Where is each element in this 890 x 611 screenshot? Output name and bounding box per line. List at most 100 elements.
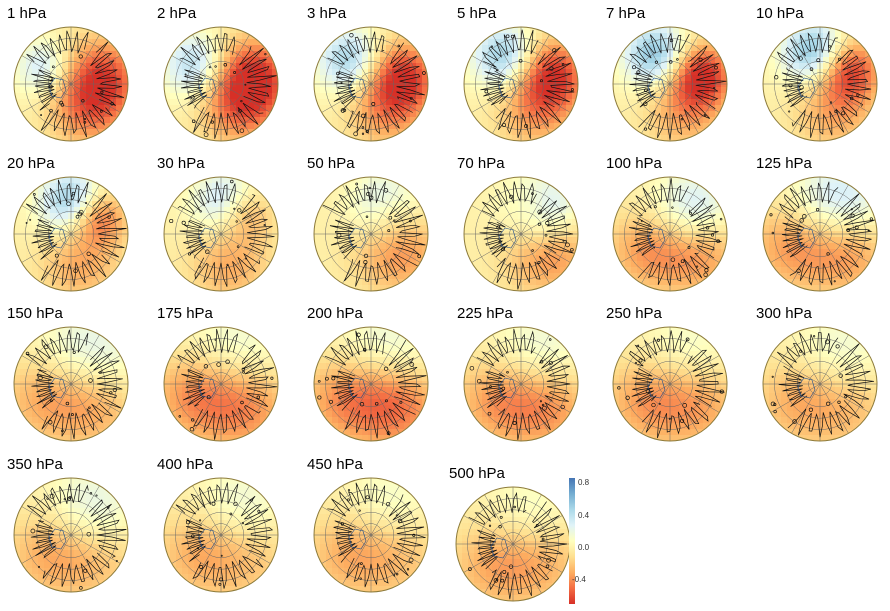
- map-panel: 30 hPa: [150, 150, 298, 300]
- map-boundary: [463, 26, 579, 142]
- polar-map: [463, 326, 579, 442]
- coastlines: [468, 491, 567, 600]
- polar-map: [313, 176, 429, 292]
- map-panel: 250 hPa: [599, 300, 747, 450]
- map-boundary: [13, 26, 129, 142]
- coastlines: [25, 179, 127, 287]
- graticule: [613, 327, 727, 441]
- map-boundary: [762, 326, 878, 442]
- colorbar: 0.8 0.4 0.0 -0.4: [569, 478, 599, 604]
- coastlines: [177, 328, 278, 440]
- map-boundary: [612, 326, 728, 442]
- graticule: [14, 177, 128, 291]
- map-boundary: [463, 326, 579, 442]
- graticule: [164, 327, 278, 441]
- graticule: [14, 478, 128, 592]
- panel-title: 450 hPa: [307, 456, 363, 473]
- panel-title: 200 hPa: [307, 305, 363, 322]
- map-boundary: [13, 326, 129, 442]
- polar-map: [762, 176, 878, 292]
- map-panel: 10 hPa: [749, 0, 890, 150]
- panel-title: 7 hPa: [606, 5, 646, 22]
- coastlines: [469, 328, 571, 440]
- map-boundary: [762, 26, 878, 142]
- coastlines: [26, 30, 125, 138]
- polar-map: [13, 326, 129, 442]
- map-boundary: [13, 477, 129, 593]
- coastlines: [169, 179, 275, 287]
- panel-title: 350 hPa: [7, 456, 63, 473]
- map-boundary: [163, 176, 279, 292]
- coastlines: [175, 482, 274, 589]
- panel-title: 1 hPa: [7, 5, 47, 22]
- polar-map: [612, 326, 728, 442]
- map-panel: 50 hPa: [300, 150, 448, 300]
- graticule: [763, 177, 877, 291]
- polar-map: [313, 477, 429, 593]
- graticule: [314, 177, 428, 291]
- map-panel: 70 hPa: [450, 150, 598, 300]
- map-panel: 3 hPa: [300, 0, 448, 150]
- map-boundary: [762, 176, 878, 292]
- polar-map: [13, 176, 129, 292]
- polar-map: [163, 176, 279, 292]
- graticule: [314, 478, 428, 592]
- panel-title: 400 hPa: [157, 456, 213, 473]
- coastlines: [327, 31, 426, 137]
- map-panel: 1 hPa: [0, 0, 148, 150]
- coastlines: [327, 482, 426, 588]
- coastlines: [769, 181, 875, 286]
- map-panel: 500 hPa: [442, 460, 590, 610]
- polar-map: [455, 486, 571, 602]
- graticule: [456, 487, 570, 601]
- polar-map: [612, 26, 728, 142]
- map-panel: 300 hPa: [749, 300, 890, 450]
- map-boundary: [313, 477, 429, 593]
- map-boundary: [163, 26, 279, 142]
- map-panel: 350 hPa: [0, 451, 148, 601]
- graticule: [14, 27, 128, 141]
- coastlines: [25, 329, 123, 440]
- panel-title: 225 hPa: [457, 305, 513, 322]
- coastlines: [480, 29, 575, 139]
- map-panel: 150 hPa: [0, 300, 148, 450]
- map-boundary: [463, 176, 579, 292]
- panel-title: 500 hPa: [449, 465, 505, 482]
- coastlines: [26, 482, 127, 590]
- panel-title: 150 hPa: [7, 305, 63, 322]
- coastlines: [317, 330, 427, 439]
- colorbar-tick: -0.4: [572, 575, 586, 584]
- map-panel: 2 hPa: [150, 0, 298, 150]
- map-panel: 400 hPa: [150, 451, 298, 601]
- map-panel: 125 hPa: [749, 150, 890, 300]
- panel-title: 5 hPa: [457, 5, 497, 22]
- colorbar-tick: 0.8: [578, 478, 590, 487]
- coastlines: [179, 33, 277, 139]
- colorbar-bar: [569, 478, 575, 604]
- panel-title: 250 hPa: [606, 305, 662, 322]
- panel-title: 175 hPa: [157, 305, 213, 322]
- polar-map: [313, 326, 429, 442]
- panel-title: 30 hPa: [157, 155, 205, 172]
- coastlines: [629, 32, 727, 140]
- map-panel: 200 hPa: [300, 300, 448, 450]
- polar-map: [163, 477, 279, 593]
- map-boundary: [163, 477, 279, 593]
- coastlines: [617, 330, 725, 439]
- colorbar-tick: 0.4: [578, 511, 590, 520]
- map-boundary: [313, 326, 429, 442]
- map-panel: 450 hPa: [300, 451, 448, 601]
- map-boundary: [163, 326, 279, 442]
- polar-map: [463, 176, 579, 292]
- polar-map: [163, 326, 279, 442]
- polar-map: [762, 26, 878, 142]
- map-boundary: [13, 176, 129, 292]
- coastlines: [628, 178, 723, 286]
- colorbar-gradient: [569, 478, 575, 604]
- panel-title: 300 hPa: [756, 305, 812, 322]
- map-boundary: [612, 26, 728, 142]
- polar-map: [13, 477, 129, 593]
- polar-map: [463, 26, 579, 142]
- coastlines: [479, 181, 574, 290]
- coastlines: [322, 181, 426, 287]
